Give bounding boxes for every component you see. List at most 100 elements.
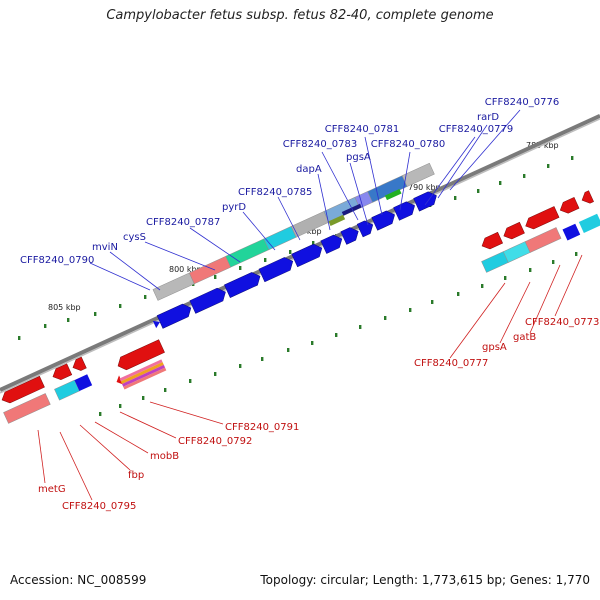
forward-gene-label: rarD bbox=[477, 112, 499, 123]
annotation-band-segment bbox=[122, 364, 166, 387]
annotation-band-segment bbox=[120, 362, 164, 384]
reverse-gene-arrow bbox=[503, 221, 525, 240]
reverse-gene-arrow bbox=[52, 363, 73, 380]
reverse-feature-band-mid bbox=[119, 359, 167, 390]
reverse-callout-line bbox=[529, 264, 561, 334]
forward-gene-label: mviN bbox=[92, 242, 118, 253]
reverse-callout-line bbox=[499, 281, 531, 344]
scale-tick-mark bbox=[499, 181, 502, 185]
scale-tick-mark bbox=[477, 189, 480, 193]
forward-gene-label: cysS bbox=[123, 232, 146, 243]
forward-callout-line bbox=[109, 251, 161, 291]
forward-gene-label: dapA bbox=[296, 164, 322, 175]
forward-gene-track bbox=[152, 191, 437, 329]
annotation-band-segment bbox=[328, 214, 346, 226]
reverse-callout-line bbox=[94, 421, 149, 454]
forward-callout-line bbox=[364, 136, 383, 216]
forward-gene-label: pgsA bbox=[346, 152, 371, 163]
scale-tick-mark bbox=[18, 336, 21, 340]
scale-tick-mark bbox=[142, 396, 145, 400]
scale-tick-mark bbox=[214, 372, 217, 376]
scale-tick-mark bbox=[144, 295, 147, 299]
reverse-gene-track-left bbox=[1, 356, 87, 404]
reverse-gene-arrow bbox=[72, 356, 87, 371]
reverse-gene-label: gpsA bbox=[482, 342, 507, 353]
reverse-gene-track-right bbox=[481, 190, 594, 250]
forward-gene-arrow bbox=[356, 220, 374, 238]
forward-gene-arrow bbox=[74, 374, 93, 392]
forward-gene-arrow bbox=[340, 227, 359, 245]
scale-tick-mark bbox=[504, 276, 507, 280]
forward-gene-arrow bbox=[258, 257, 294, 283]
forward-callout-line bbox=[317, 173, 331, 231]
kbp-label: 790 kbp bbox=[408, 183, 441, 192]
scale-tick-mark bbox=[264, 258, 267, 262]
reverse-feature-band-left bbox=[3, 374, 93, 424]
forward-callout-line bbox=[399, 151, 411, 211]
reverse-gene-label: CFF8240_0792 bbox=[178, 436, 252, 447]
reverse-gene-arrow bbox=[559, 196, 580, 214]
forward-gene-label: CFF8240_0779 bbox=[439, 124, 513, 135]
annotation-band-segment bbox=[503, 241, 531, 263]
scale-tick-mark bbox=[119, 404, 122, 408]
forward-callout-line bbox=[424, 136, 476, 206]
forward-gene-arrow bbox=[320, 234, 343, 254]
annotation-band-segment bbox=[188, 255, 232, 285]
scale-tick-mark bbox=[431, 300, 434, 304]
reverse-gene-label: gatB bbox=[513, 332, 536, 343]
forward-gene-label: CFF8240_0790 bbox=[20, 255, 94, 266]
reverse-feature-band-right bbox=[481, 227, 562, 273]
annotation-band-segment bbox=[3, 393, 51, 424]
scale-tick-mark bbox=[44, 324, 47, 328]
annotation-band-segment bbox=[481, 251, 509, 273]
reverse-callout-line bbox=[37, 429, 46, 484]
reverse-gene-label: metG bbox=[38, 484, 66, 495]
reverse-gene-arrow bbox=[481, 231, 504, 250]
scale-tick-mark bbox=[289, 250, 292, 254]
scale-tick-mark bbox=[457, 292, 460, 296]
forward-gene-arrow bbox=[291, 243, 323, 268]
topology-text: Topology: circular; Length: 1,773,615 bp… bbox=[260, 573, 590, 587]
annotation-band-segment bbox=[263, 226, 297, 251]
forward-gene-arrow bbox=[189, 287, 226, 314]
scale-tick-mark bbox=[335, 333, 338, 337]
scale-tick-mark bbox=[239, 266, 242, 270]
forward-callout-line bbox=[349, 162, 369, 226]
scale-tick-mark bbox=[454, 196, 457, 200]
scale-tick-mark bbox=[312, 241, 315, 245]
forward-callout-line bbox=[321, 151, 359, 221]
annotation-band-segment bbox=[225, 238, 270, 268]
annotation-band-segment bbox=[123, 367, 167, 390]
reverse-callout-line bbox=[79, 424, 131, 471]
scale-tick-mark bbox=[287, 348, 290, 352]
reverse-callout-line bbox=[554, 254, 583, 317]
annotation-band-segment bbox=[578, 213, 600, 233]
reverse-callout-line bbox=[449, 282, 506, 359]
scale-tick-mark bbox=[99, 412, 102, 416]
forward-gene-label: CFF8240_0783 bbox=[283, 139, 357, 150]
forward-callout-line bbox=[242, 211, 276, 251]
annotation-band-segment bbox=[341, 203, 362, 216]
scale-tick-mark bbox=[261, 357, 264, 361]
scale-tick-mark bbox=[119, 304, 122, 308]
reverse-gene-label: fbp bbox=[128, 470, 144, 481]
forward-gene-label: CFF8240_0785 bbox=[238, 187, 312, 198]
forward-gene-label: CFF8240_0781 bbox=[325, 124, 399, 135]
forward-gene-track-right bbox=[562, 213, 600, 241]
scale-tick-mark bbox=[575, 252, 578, 256]
kbp-label: 805 kbp bbox=[48, 303, 81, 312]
scale-tick-mark bbox=[523, 174, 526, 178]
scale-tick-mark bbox=[481, 284, 484, 288]
scale-tick-mark bbox=[94, 312, 97, 316]
reverse-callout-line bbox=[119, 411, 177, 439]
scale-tick-mark bbox=[529, 268, 532, 272]
forward-callout-line bbox=[437, 124, 488, 199]
forward-callout-line bbox=[144, 241, 216, 271]
kbp-label: 800 kbp bbox=[169, 265, 202, 274]
reverse-callout-line bbox=[149, 401, 224, 425]
annotation-band-segment bbox=[524, 227, 562, 253]
scale-tick-mark bbox=[547, 164, 550, 168]
forward-gene-label: pyrD bbox=[222, 202, 246, 213]
